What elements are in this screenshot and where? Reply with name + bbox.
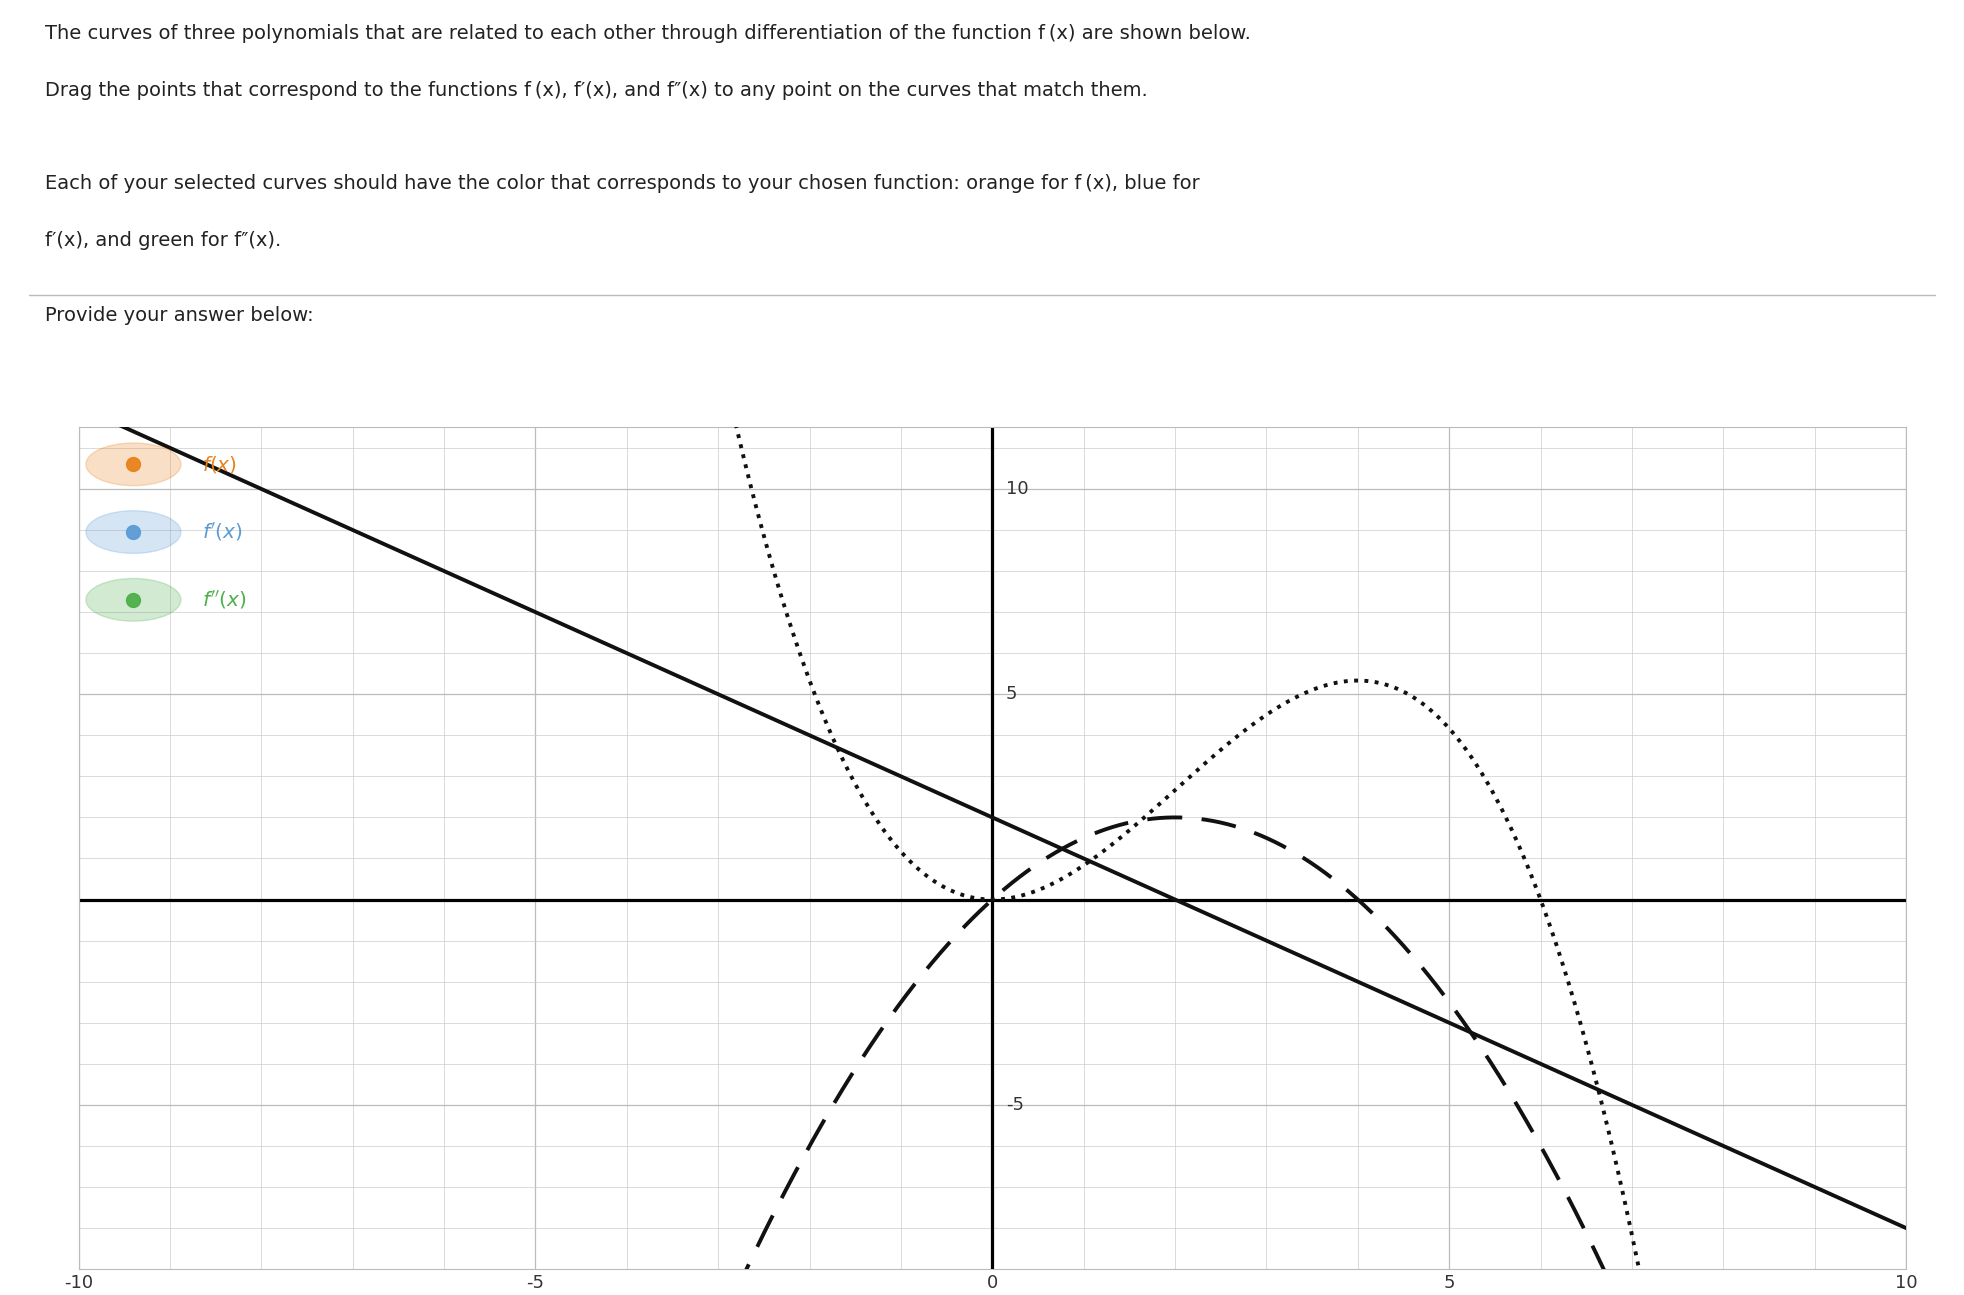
- Text: 10: 10: [1006, 480, 1027, 499]
- Text: 5: 5: [1006, 685, 1017, 703]
- Text: Provide your answer below:: Provide your answer below:: [45, 306, 312, 325]
- Text: $f^{\prime\prime}(x)$: $f^{\prime\prime}(x)$: [202, 589, 247, 611]
- Circle shape: [86, 443, 181, 486]
- Text: -5: -5: [1006, 1096, 1023, 1114]
- Text: The curves of three polynomials that are related to each other through different: The curves of three polynomials that are…: [45, 25, 1249, 43]
- Circle shape: [86, 510, 181, 553]
- Text: $f'(x)$: $f'(x)$: [202, 521, 244, 543]
- Text: Drag the points that correspond to the functions f (x), f′(x), and f″(x) to any : Drag the points that correspond to the f…: [45, 80, 1147, 100]
- Text: f′(x), and green for f″(x).: f′(x), and green for f″(x).: [45, 231, 281, 250]
- Circle shape: [86, 579, 181, 622]
- Text: $f(x)$: $f(x)$: [202, 453, 238, 475]
- Text: Each of your selected curves should have the color that corresponds to your chos: Each of your selected curves should have…: [45, 175, 1198, 193]
